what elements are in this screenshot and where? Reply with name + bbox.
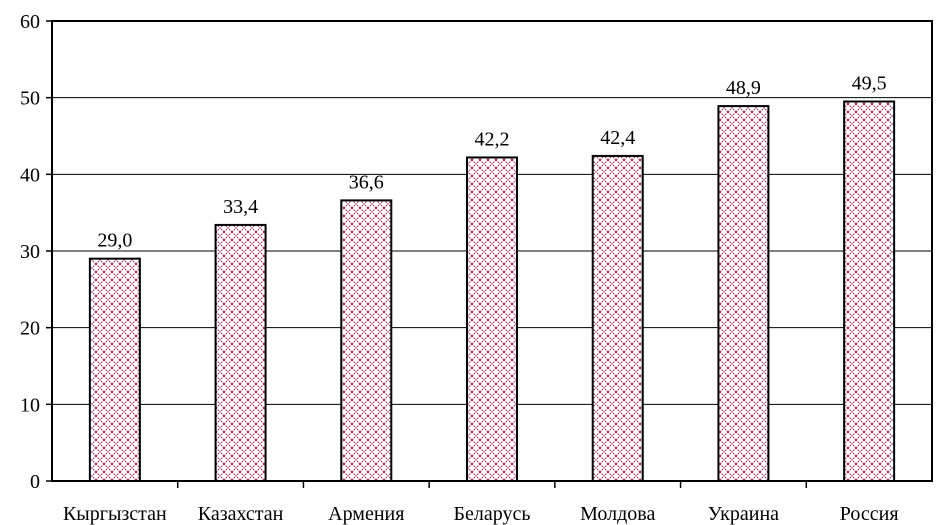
category-label: Россия: [840, 503, 899, 525]
bar: [88, 257, 141, 482]
data-label: 36,6: [349, 171, 384, 193]
category-label: Молдова: [580, 503, 655, 525]
y-axis-ticks: 0 10 20 30 40 50 60: [20, 11, 52, 493]
bar: [340, 199, 393, 482]
y-tick-label: 20: [20, 318, 40, 340]
y-tick-label: 40: [20, 164, 40, 186]
y-tick-label: 10: [20, 394, 40, 416]
category-label: Беларусь: [454, 503, 531, 525]
data-label: 42,2: [475, 128, 510, 150]
bar: [717, 105, 770, 482]
y-tick-label: 30: [20, 241, 40, 263]
bar: [591, 154, 644, 483]
y-tick-label: 60: [20, 11, 40, 33]
bar: [843, 100, 896, 482]
category-label: Армения: [328, 503, 404, 525]
category-label: Кыргызстан: [63, 503, 167, 525]
data-label: 29,0: [97, 230, 132, 252]
category-label: Казахстан: [198, 503, 284, 525]
data-label: 48,9: [726, 77, 761, 99]
x-axis-categories: Кыргызстан Казахстан Армения Беларусь Молдов…: [63, 481, 899, 525]
bars: [88, 100, 896, 483]
data-label: 49,5: [852, 73, 887, 95]
y-tick-label: 0: [30, 471, 40, 493]
bar: [466, 156, 518, 482]
y-tick-label: 50: [20, 88, 40, 110]
data-labels: 29,0 33,4 36,6 42,2 42,4 48,9 49,5: [97, 73, 886, 252]
data-label: 42,4: [600, 127, 635, 149]
category-label: Украина: [708, 503, 779, 525]
bar: [214, 223, 267, 483]
data-label: 33,4: [223, 196, 258, 218]
